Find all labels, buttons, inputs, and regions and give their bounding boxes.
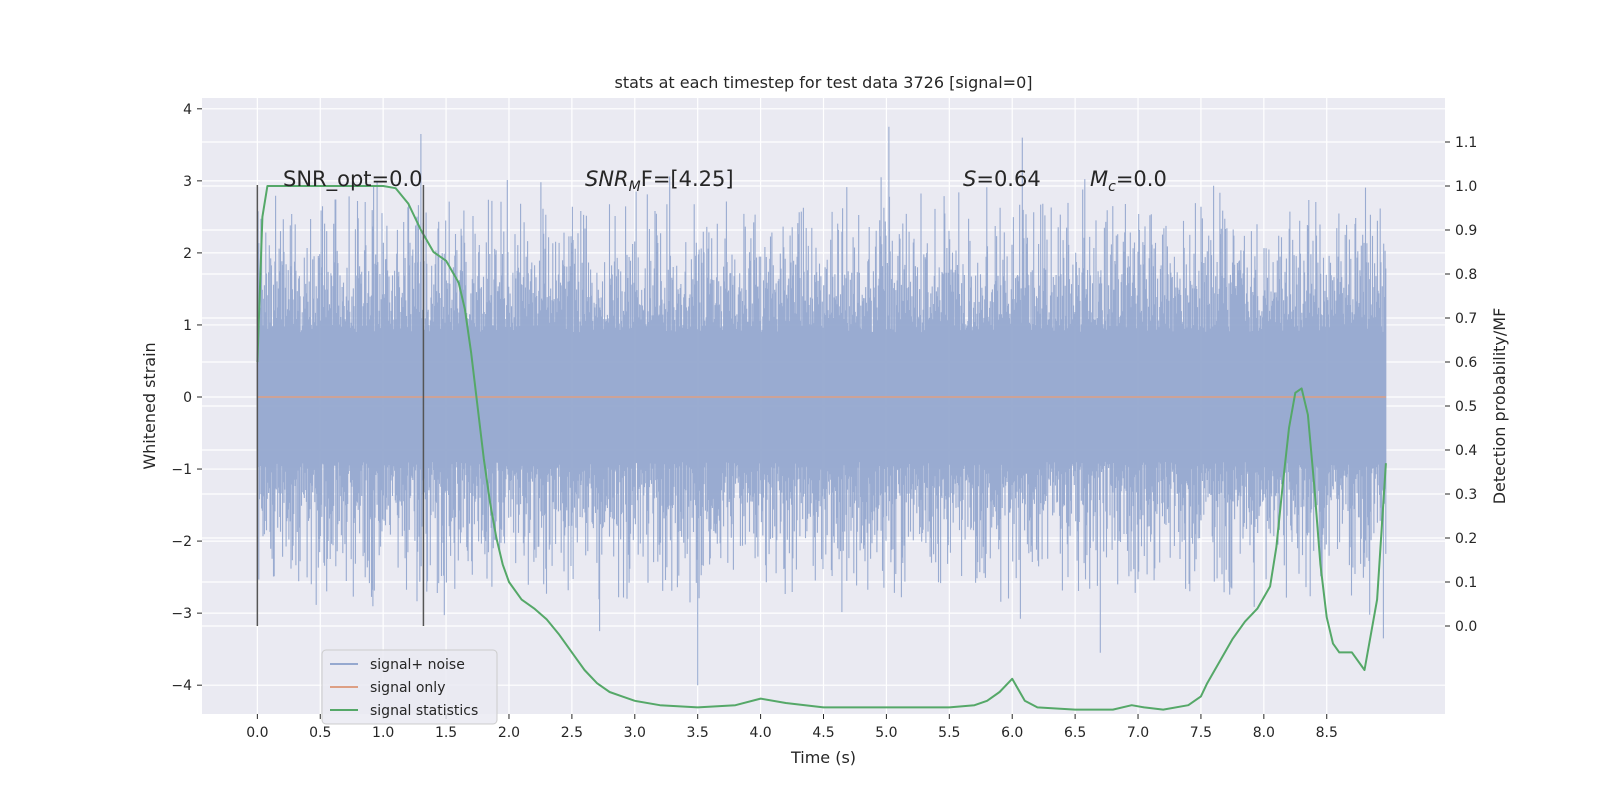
x-tick-label: 8.5 bbox=[1316, 725, 1338, 741]
y-tick-label-right: 0.1 bbox=[1455, 575, 1477, 591]
x-tick-label: 0.0 bbox=[246, 725, 268, 741]
y-tick-label-right: 0.6 bbox=[1455, 355, 1477, 371]
annotation-snr-mf-rest: F=[4.25] bbox=[641, 167, 734, 191]
annotation-snr-opt: SNR_opt=0.0 bbox=[283, 167, 423, 192]
legend-label-signal-only: signal only bbox=[370, 680, 445, 696]
x-tick-label: 0.5 bbox=[309, 725, 331, 741]
x-tick-label: 1.5 bbox=[435, 725, 457, 741]
y-tick-label-left: 3 bbox=[183, 174, 192, 190]
x-tick-label: 2.0 bbox=[498, 725, 520, 741]
chart-title: stats at each timestep for test data 372… bbox=[614, 73, 1032, 92]
x-tick-label: 7.5 bbox=[1190, 725, 1212, 741]
annotation-mc-value: =0.0 bbox=[1116, 167, 1167, 191]
x-tick-label: 3.5 bbox=[687, 725, 709, 741]
y-tick-label-right: 1.1 bbox=[1455, 135, 1477, 151]
y-tick-label-right: 1.0 bbox=[1455, 179, 1477, 195]
y-axis-label-left: Whitened strain bbox=[140, 342, 159, 469]
x-tick-label: 5.5 bbox=[938, 725, 960, 741]
x-tick-label: 6.0 bbox=[1001, 725, 1023, 741]
annotation-snr-mf-main: SNR bbox=[585, 167, 629, 191]
y-tick-label-left: −1 bbox=[171, 462, 192, 478]
y-tick-label-left: −3 bbox=[171, 606, 192, 622]
x-tick-label: 3.0 bbox=[624, 725, 646, 741]
x-tick-label: 5.0 bbox=[875, 725, 897, 741]
y-axis-label-right: Detection probability/MF bbox=[1490, 308, 1509, 505]
vertical-markers bbox=[256, 185, 425, 626]
x-tick-label: 4.0 bbox=[749, 725, 771, 741]
y-tick-label-left: −2 bbox=[171, 534, 192, 550]
annotation-mc-symbol: M bbox=[1090, 167, 1108, 191]
series-lines bbox=[256, 185, 1387, 711]
y-tick-label-left: 4 bbox=[183, 102, 192, 118]
x-tick-label: 8.0 bbox=[1253, 725, 1275, 741]
y-tick-label-right: 0.8 bbox=[1455, 267, 1477, 283]
y-tick-label-right: 0.7 bbox=[1455, 311, 1477, 327]
y-tick-label-right: 0.9 bbox=[1455, 223, 1477, 239]
legend-label-statistics: signal statistics bbox=[370, 703, 478, 719]
signal-statistics-line bbox=[256, 185, 1387, 711]
y-tick-label-left: −4 bbox=[171, 678, 192, 694]
legend: signal+ noise signal only signal statist… bbox=[321, 649, 498, 725]
legend-label-noise: signal+ noise bbox=[370, 657, 465, 673]
y-tick-label-left: 0 bbox=[183, 390, 192, 406]
annotation-snr-mf: SNRMF=[4.25] bbox=[585, 167, 734, 195]
y-tick-label-right: 0.5 bbox=[1455, 399, 1477, 415]
x-tick-label: 2.5 bbox=[561, 725, 583, 741]
axes: 0.0 0.5 1.0 1.5 2.0 2.5 3.0 3.5 4.0 4.5 5.0 5.5 6.0 6… bbox=[171, 102, 1477, 741]
annotation-mc-sub: c bbox=[1108, 179, 1116, 195]
y-tick-label-right: 0.0 bbox=[1455, 619, 1477, 635]
annotation-s: S=0.64 bbox=[963, 167, 1041, 191]
legend-box bbox=[321, 649, 498, 725]
y-tick-label-right: 0.2 bbox=[1455, 531, 1477, 547]
x-axis-label: Time (s) bbox=[790, 748, 856, 767]
annotation-snr-mf-sub: M bbox=[629, 179, 641, 195]
x-tick-label: 1.0 bbox=[372, 725, 394, 741]
y-tick-label-left: 1 bbox=[183, 318, 192, 334]
annotation-s-value: =0.64 bbox=[976, 167, 1040, 191]
annotation-s-symbol: S bbox=[963, 167, 976, 191]
x-tick-label: 7.0 bbox=[1127, 725, 1149, 741]
y-tick-label-right: 0.4 bbox=[1455, 443, 1477, 459]
annotation-mc: Mc=0.0 bbox=[1090, 167, 1167, 195]
x-tick-label: 6.5 bbox=[1064, 725, 1086, 741]
y-tick-label-left: 2 bbox=[183, 246, 192, 262]
y-tick-label-right: 0.3 bbox=[1455, 487, 1477, 503]
x-tick-label: 4.5 bbox=[812, 725, 834, 741]
